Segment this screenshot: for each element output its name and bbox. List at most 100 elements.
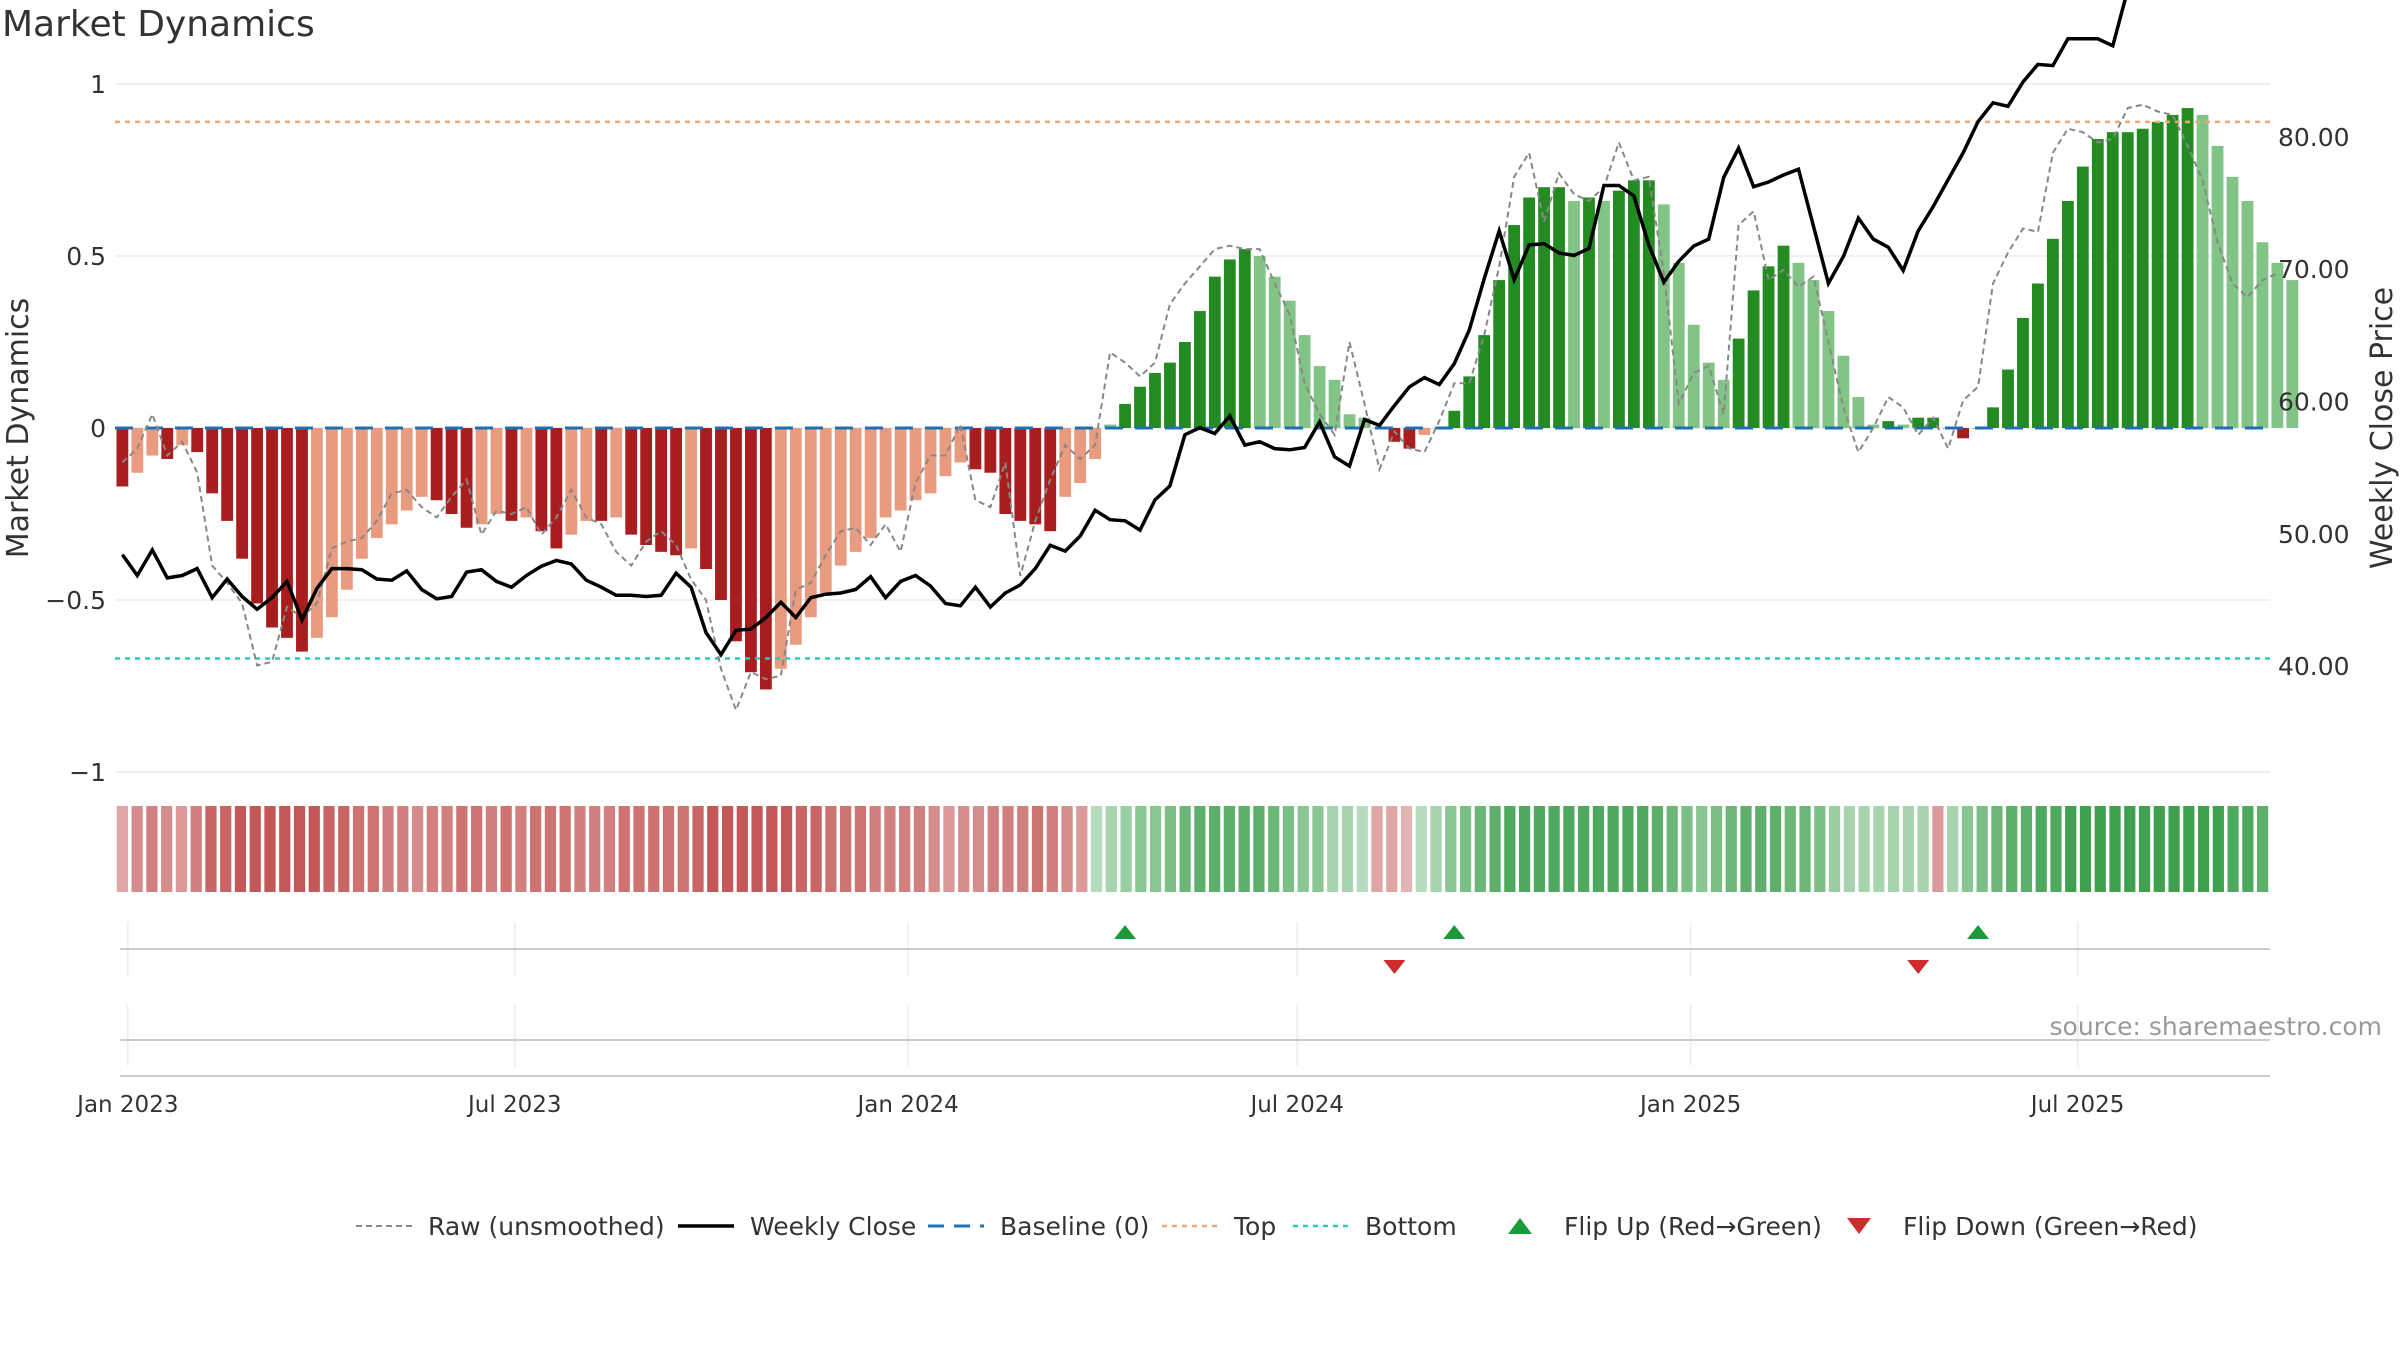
histogram-bar: [2046, 238, 2059, 428]
regime-cell: [441, 806, 453, 892]
y-right-tick-label: 70.00: [2278, 255, 2350, 284]
regime-cell: [352, 806, 365, 892]
x-tick-label: Jul 2024: [1248, 1092, 1344, 1118]
histogram-bar: [1583, 197, 1595, 428]
histogram-bar: [969, 428, 982, 470]
histogram-bar: [460, 428, 473, 528]
y-tick-label: −0.5: [45, 586, 106, 615]
regime-cell: [1637, 806, 1649, 892]
regime-cell: [338, 806, 350, 892]
regime-cell: [1991, 806, 2003, 892]
legend-label: Flip Up (Red→Green): [1564, 1212, 1822, 1241]
histogram-bar: [834, 428, 847, 566]
x-tick-label: Jan 2024: [856, 1092, 959, 1118]
regime-cell: [1696, 806, 1708, 892]
regime-cell: [928, 806, 940, 892]
histogram-bar: [1747, 290, 1760, 428]
histogram-bar: [116, 428, 129, 487]
flip-up-marker: [1114, 925, 1137, 939]
histogram-bar: [670, 428, 682, 556]
y-tick-label: 0.5: [66, 242, 106, 271]
regime-cell: [471, 806, 483, 892]
histogram-bar: [191, 428, 204, 453]
regime-cell: [2138, 806, 2151, 892]
histogram-bar: [1253, 256, 1266, 428]
regime-cell: [1371, 806, 1383, 892]
regime-cell: [1902, 806, 1914, 892]
histogram-bar: [1149, 372, 1161, 428]
regime-cell: [574, 806, 586, 892]
x-tick-label: Jan 2025: [1638, 1092, 1741, 1118]
histogram-bar: [400, 428, 413, 511]
histogram-bar: [1268, 276, 1281, 428]
legend: Raw (unsmoothed) Weekly Close Baseline (0)…: [356, 1212, 2198, 1241]
regime-cell: [1814, 806, 1826, 892]
histogram-bar: [1672, 262, 1685, 428]
regime-cell: [1769, 806, 1782, 892]
regime-cell: [1312, 806, 1324, 892]
legend-label: Top: [1233, 1212, 1276, 1241]
regime-cell: [530, 806, 542, 892]
histogram-bar: [2032, 283, 2044, 428]
regime-cell: [1341, 806, 1354, 892]
regime-cell: [2197, 806, 2210, 892]
regime-cell: [308, 806, 320, 892]
regime-cell: [279, 806, 291, 892]
histogram-bar: [1328, 379, 1341, 428]
regime-cell: [2227, 806, 2239, 892]
histogram-bar: [325, 428, 338, 618]
histogram-bar: [1882, 421, 1895, 428]
histogram-bar: [1193, 311, 1206, 428]
histogram-bar: [1538, 187, 1550, 428]
histogram-bar: [1164, 362, 1176, 428]
regime-cell: [515, 806, 527, 892]
histogram-bar: [221, 428, 234, 521]
regime-cell: [1356, 806, 1368, 892]
regime-cell: [1017, 806, 1029, 892]
regime-cell: [854, 806, 867, 892]
regime-cell: [1666, 806, 1678, 892]
regime-cell: [2242, 806, 2254, 892]
regime-cell: [1755, 806, 1767, 892]
histogram-bar: [565, 428, 578, 535]
histogram-bar: [1852, 397, 1865, 428]
histogram-bar: [1283, 300, 1296, 428]
y-tick-label: 1: [90, 70, 106, 99]
histogram-bar: [1717, 379, 1730, 428]
y-tick-label: 0: [90, 414, 106, 443]
regime-cell: [2183, 806, 2195, 892]
histogram-bar: [1732, 338, 1745, 428]
legend-flip-up-marker: [1508, 1218, 1532, 1234]
regime-cell: [234, 806, 247, 892]
regime-cell: [2065, 806, 2077, 892]
regime-cell: [721, 806, 734, 892]
regime-cell: [1209, 806, 1221, 892]
regime-cell: [1607, 806, 1619, 892]
regime-cell: [116, 806, 128, 892]
regime-cell: [1061, 806, 1073, 892]
regime-cell: [1710, 806, 1723, 892]
histogram-bar: [370, 428, 383, 539]
regime-cell: [2212, 806, 2224, 892]
histogram-bar: [2076, 166, 2089, 428]
histogram-bar: [610, 428, 623, 518]
regime-cell: [1445, 806, 1457, 892]
histogram-bar: [1388, 428, 1401, 442]
regime-cell: [1090, 806, 1103, 892]
regime-cell: [131, 806, 143, 892]
histogram-bar: [146, 428, 159, 456]
histogram-bar: [311, 428, 323, 638]
histogram-bar: [550, 428, 563, 549]
histogram-bar: [700, 428, 712, 570]
regime-cell: [146, 806, 158, 892]
histogram-bar: [2196, 114, 2209, 429]
histogram-bar: [1613, 190, 1625, 428]
regime-cell: [884, 806, 896, 892]
source-note: source: sharemaestro.com: [2049, 1012, 2383, 1041]
histogram-bar: [1568, 200, 1580, 428]
histogram-bar: [2181, 108, 2194, 428]
histogram-bar: [1448, 410, 1461, 428]
regime-cell: [249, 806, 261, 892]
axes: 1 0.5 0 −0.5 −1 80.00 70.00 60.00 50.00 40.00 Jan …: [1, 70, 2400, 1118]
legend-item-flip_down: Flip Down (Green→Red): [1847, 1212, 2198, 1241]
